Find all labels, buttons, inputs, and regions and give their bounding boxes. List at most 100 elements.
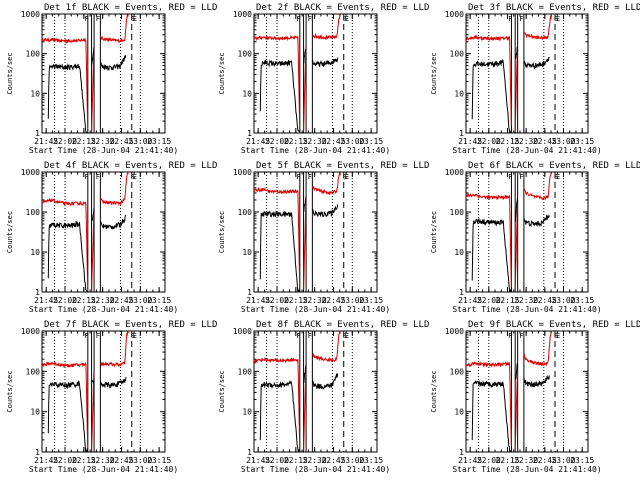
x-tick-label: 22:15 — [495, 456, 519, 465]
x-tick-label: 22:45 — [109, 137, 133, 146]
x-tick-label: 23:00 — [128, 137, 152, 146]
x-tick-label: 22:00 — [477, 296, 501, 305]
flag-label: S — [343, 332, 347, 340]
x-tick-label: 22:30 — [303, 137, 327, 146]
flag-label: E — [556, 173, 560, 181]
panel-8: Det 8f BLACK = Events, RED = LLD 1 10 100 10… — [218, 320, 429, 474]
lld-series — [466, 14, 553, 132]
x-tick-label: 23:00 — [340, 296, 364, 305]
flag-label: F — [296, 15, 300, 23]
panel-title: Det 6f BLACK = Events, RED = LLD — [468, 161, 640, 171]
events-series — [259, 48, 339, 133]
panel-3: Det 3f BLACK = Events, RED = LLD 1 10 100 10… — [430, 3, 640, 155]
flag-label: F — [519, 15, 523, 23]
x-tick-label: 22:15 — [72, 137, 96, 146]
events-series — [47, 377, 127, 452]
lld-series — [254, 172, 341, 290]
x-tick-label: 22:00 — [477, 456, 501, 465]
events-series — [259, 196, 339, 292]
x-tick-label: 22:00 — [477, 137, 501, 146]
plot-frame — [465, 330, 589, 453]
panel-9: Det 9f BLACK = Events, RED = LLD 1 10 100 10… — [430, 320, 640, 474]
flag-label: F — [519, 173, 523, 181]
x-tick-label: 22:30 — [303, 296, 327, 305]
events-series — [471, 362, 550, 452]
x-tick-label: 21:45 — [458, 137, 482, 146]
y-tick-label: 1000 — [21, 327, 40, 336]
x-axis-label: Start Time (28-Jun-04 21:41:40) — [241, 305, 390, 314]
plot-frame — [253, 330, 378, 453]
flag-label: E — [133, 332, 137, 340]
flag-label: E — [133, 15, 137, 23]
x-tick-label: 23:15 — [147, 456, 171, 465]
lld-series — [42, 172, 129, 292]
y-tick-label: 100 — [238, 367, 253, 376]
y-tick-label: 100 — [238, 50, 253, 59]
plot-frame — [465, 13, 589, 134]
x-tick-label: 22:30 — [91, 137, 115, 146]
x-tick-label: 22:30 — [303, 456, 327, 465]
x-tick-label: 22:15 — [72, 296, 96, 305]
x-tick-label: 23:00 — [128, 456, 152, 465]
x-axis-label: Start Time (28-Jun-04 21:41:40) — [241, 146, 390, 155]
y-tick-label: 10 — [242, 408, 252, 417]
y-tick-label: 1 — [35, 288, 40, 297]
y-tick-label: 100 — [450, 367, 465, 376]
x-tick-label: 22:45 — [321, 137, 345, 146]
y-tick-label: 1 — [35, 129, 40, 138]
panel-4: Det 4f BLACK = Events, RED = LLD 1 10 100 10… — [6, 161, 217, 314]
x-tick-label: 23:15 — [359, 456, 383, 465]
y-tick-label: 100 — [450, 50, 465, 59]
y-tick-label: 100 — [26, 50, 41, 59]
y-axis-label: Counts/sec — [6, 370, 14, 412]
y-tick-label: 1000 — [445, 327, 464, 336]
events-series — [471, 197, 550, 292]
y-tick-label: 1000 — [233, 327, 252, 336]
panel-title: Det 3f BLACK = Events, RED = LLD — [468, 3, 640, 13]
flag-label: F — [84, 173, 88, 181]
panel-6: Det 6f BLACK = Events, RED = LLD 1 10 100 10… — [430, 161, 640, 314]
flag-label: S — [343, 173, 347, 181]
x-tick-label: 22:45 — [533, 456, 557, 465]
x-tick-label: 22:45 — [109, 296, 133, 305]
x-tick-label: 23:15 — [570, 456, 594, 465]
x-tick-label: 22:00 — [265, 137, 289, 146]
x-tick-label: 23:15 — [359, 296, 383, 305]
plot-frame — [465, 171, 589, 293]
x-axis-label: Start Time (28-Jun-04 21:41:40) — [452, 305, 601, 314]
x-axis-label: Start Time (28-Jun-04 21:41:40) — [452, 465, 601, 474]
y-tick-label: 1000 — [233, 10, 252, 19]
x-tick-label: 22:15 — [284, 137, 308, 146]
y-tick-label: 1000 — [21, 168, 40, 177]
y-tick-label: 1000 — [445, 168, 464, 177]
x-tick-label: 21:45 — [34, 137, 58, 146]
y-tick-label: 10 — [242, 89, 252, 98]
flag-label: F — [308, 15, 312, 23]
flag-label: F — [508, 15, 512, 23]
x-tick-label: 23:15 — [359, 137, 383, 146]
flag-label: F — [508, 173, 512, 181]
flag-label: E — [133, 173, 137, 181]
x-tick-label: 22:15 — [72, 456, 96, 465]
x-tick-label: 23:00 — [551, 456, 575, 465]
x-axis-label: Start Time (28-Jun-04 21:41:40) — [29, 465, 178, 474]
y-tick-label: 1 — [459, 129, 464, 138]
plot-frame — [253, 171, 378, 293]
x-tick-label: 22:45 — [109, 456, 133, 465]
y-tick-label: 1 — [35, 448, 40, 457]
x-tick-label: 22:30 — [514, 296, 538, 305]
flag-label: F — [519, 332, 523, 340]
x-tick-label: 23:00 — [340, 137, 364, 146]
x-tick-label: 21:45 — [34, 296, 58, 305]
x-tick-label: 22:00 — [265, 296, 289, 305]
x-tick-label: 22:15 — [284, 456, 308, 465]
plot-frame — [41, 171, 166, 293]
x-tick-label: 22:30 — [514, 137, 538, 146]
x-tick-label: 23:15 — [147, 137, 171, 146]
y-tick-label: 1000 — [21, 10, 40, 19]
flag-label: E — [556, 332, 560, 340]
lld-series — [42, 331, 129, 451]
y-tick-label: 1 — [247, 129, 252, 138]
panel-title: Det 7f BLACK = Events, RED = LLD — [44, 320, 217, 330]
x-tick-label: 23:00 — [340, 456, 364, 465]
